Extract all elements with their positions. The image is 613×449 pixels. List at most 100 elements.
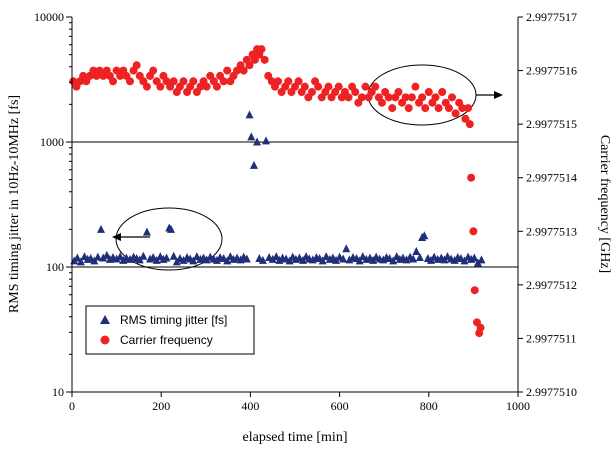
frequency-point bbox=[361, 82, 370, 91]
jitter-point bbox=[76, 257, 85, 266]
jitter-point bbox=[409, 254, 418, 263]
frequency-point bbox=[149, 66, 158, 75]
frequency-point bbox=[371, 82, 380, 91]
frequency-point bbox=[357, 93, 366, 102]
y-right-tick-label: 2.9977515 bbox=[526, 117, 577, 131]
annotation-arrows bbox=[112, 91, 503, 241]
y-right-ticks: 2.9977510 2.9977511 2.9977512 2.9977513 2.99… bbox=[518, 10, 577, 399]
frequency-point bbox=[421, 104, 430, 113]
frequency-point bbox=[384, 93, 393, 102]
y-left-axis-title: RMS timing jitter in 10Hz-10MHz [fs] bbox=[7, 95, 22, 313]
frequency-point bbox=[189, 77, 198, 86]
frequency-point bbox=[476, 323, 485, 332]
jitter-point bbox=[339, 254, 348, 263]
frequency-point bbox=[314, 82, 323, 91]
frequency-point bbox=[250, 55, 259, 64]
jitter-point bbox=[308, 255, 317, 264]
y-right-tick-label: 2.9977510 bbox=[526, 385, 577, 399]
jitter-point bbox=[268, 254, 277, 263]
jitter-point bbox=[125, 254, 134, 263]
frequency-point bbox=[377, 98, 386, 107]
jitter-point bbox=[96, 224, 105, 233]
jitter-point bbox=[247, 132, 256, 141]
frequency-point bbox=[470, 286, 479, 295]
jitter-point bbox=[223, 256, 232, 265]
frequency-point bbox=[142, 82, 151, 91]
jitter-point bbox=[179, 255, 188, 264]
legend: RMS timing jitter [fs] Carrier frequency bbox=[85, 305, 255, 355]
frequency-point bbox=[411, 82, 420, 91]
jitter-point bbox=[102, 250, 111, 259]
frequency-point bbox=[179, 77, 188, 86]
frequency-point bbox=[212, 82, 221, 91]
x-axis-title: elapsed time [min] bbox=[243, 430, 348, 445]
jitter-point bbox=[139, 251, 148, 260]
frequency-point bbox=[245, 61, 254, 70]
legend-jitter-label: RMS timing jitter [fs] bbox=[120, 313, 227, 327]
frequency-point bbox=[294, 77, 303, 86]
jitter-point bbox=[249, 160, 258, 169]
frequency-point bbox=[388, 104, 397, 113]
frequency-point bbox=[458, 104, 467, 113]
frequency-point bbox=[418, 93, 427, 102]
y-right-tick-label: 2.9977511 bbox=[526, 331, 577, 345]
jitter-point bbox=[477, 255, 486, 264]
x-tick-label: 800 bbox=[420, 399, 438, 413]
frequency-point bbox=[465, 120, 474, 129]
frequency-point bbox=[257, 45, 266, 54]
jitter-point bbox=[318, 256, 327, 265]
y-right-tick-label: 2.9977516 bbox=[526, 64, 577, 78]
x-tick-label: 200 bbox=[152, 399, 170, 413]
legend-triangle-marker bbox=[100, 315, 110, 324]
jitter-point bbox=[73, 253, 82, 262]
frequency-point bbox=[109, 77, 118, 86]
x-tick-label: 400 bbox=[241, 399, 259, 413]
frequency-point bbox=[394, 88, 403, 96]
frequency-point bbox=[324, 82, 333, 91]
axes bbox=[69, 17, 519, 393]
y-right-tick-label: 2.9977517 bbox=[526, 10, 577, 24]
frequency-point bbox=[467, 173, 476, 182]
frequency-point bbox=[300, 82, 309, 91]
x-tick-label: 1000 bbox=[506, 399, 530, 413]
frequency-point bbox=[351, 88, 360, 96]
frequency-point bbox=[447, 93, 456, 102]
jitter-point bbox=[258, 255, 267, 264]
jitter-point bbox=[345, 255, 354, 264]
x-tick-label: 600 bbox=[331, 399, 349, 413]
jitter-point bbox=[189, 256, 198, 265]
frequency-point bbox=[132, 61, 141, 70]
jitter-point bbox=[99, 253, 108, 262]
jitter-point bbox=[112, 254, 121, 263]
frequency-point bbox=[169, 77, 178, 86]
jitter-point bbox=[242, 254, 251, 263]
frequency-point bbox=[202, 82, 211, 91]
jitter-point bbox=[412, 247, 421, 256]
frequency-point bbox=[284, 77, 293, 86]
gridlines bbox=[72, 141, 518, 268]
y-left-tick-label: 100 bbox=[46, 260, 64, 274]
y-left-ticks: 10 100 1000 10000 bbox=[34, 10, 72, 399]
x-ticks: 0 200 400 600 800 1000 bbox=[69, 392, 530, 413]
y-right-tick-label: 2.9977513 bbox=[526, 224, 577, 238]
frequency-point bbox=[464, 104, 473, 113]
legend-box bbox=[85, 305, 255, 355]
jitter-point bbox=[470, 253, 479, 262]
frequency-point bbox=[344, 93, 353, 102]
jitter-point bbox=[355, 256, 364, 265]
jitter-point bbox=[473, 258, 482, 267]
jitter-point bbox=[262, 136, 271, 145]
frequency-point bbox=[401, 93, 410, 102]
frequency-point bbox=[451, 109, 460, 118]
frequency-point bbox=[407, 93, 416, 102]
jitter-annotation-ellipse bbox=[115, 207, 223, 271]
y-left-tick-label: 10000 bbox=[34, 10, 64, 24]
jitter-point bbox=[253, 137, 262, 146]
y-right-axis-title: Carrier frequency [GHz] bbox=[597, 135, 612, 273]
frequency-point bbox=[223, 66, 232, 75]
jitter-point bbox=[342, 244, 351, 253]
frequency-point bbox=[307, 88, 316, 96]
jitter-point bbox=[245, 110, 254, 119]
frequency-point bbox=[219, 77, 228, 86]
